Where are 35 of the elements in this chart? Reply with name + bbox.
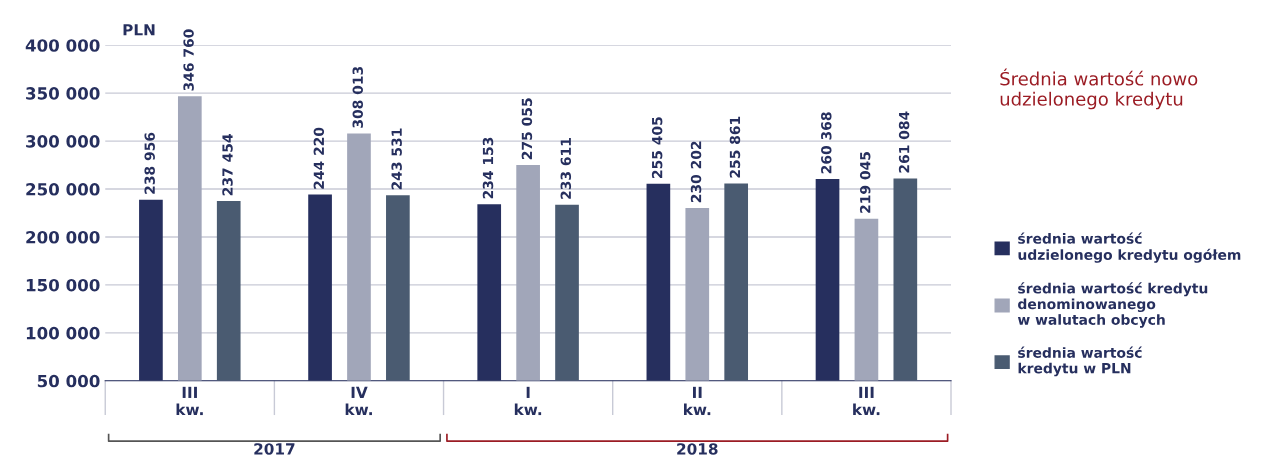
y-tick-label: 200 000: [26, 230, 100, 244]
x-tick-label: III kw.: [853, 386, 880, 416]
data-label: 238 956: [144, 132, 155, 194]
x-tick-label: II kw.: [684, 386, 711, 416]
data-label: 219 045: [859, 152, 871, 213]
x-tick-label: I kw.: [514, 386, 542, 416]
y-tick-label: 350 000: [26, 87, 100, 100]
data-label: 255 861: [729, 116, 741, 178]
data-label: 346 760: [183, 29, 194, 91]
y-tick-label: 100 000: [26, 326, 100, 340]
data-label: 230 202: [690, 141, 702, 203]
data-label: 255 405: [651, 117, 663, 178]
data-label: 260 368: [821, 112, 832, 174]
data-label: 308 013: [352, 66, 363, 128]
legend-label: średnia wartość udzielonego kredytu ogółem: [1018, 232, 1241, 263]
y-axis-title: PLN: [123, 24, 155, 36]
y-tick-label: 300 000: [26, 135, 100, 148]
y-tick-label: 50 000: [37, 374, 100, 388]
data-label: 275 055: [521, 98, 533, 160]
text: 2017: [254, 443, 295, 455]
data-label: 233 611: [560, 138, 572, 199]
data-label: 243 531: [391, 128, 402, 190]
data-label: 261 084: [898, 111, 910, 173]
data-label: 244 220: [313, 127, 325, 189]
legend-label: średnia wartość kredytu denominowanego w walutach obcych: [1017, 282, 1208, 328]
x-tick-label: IV kw.: [345, 386, 372, 416]
text: Średnia wartość nowo udzielonego kredytu: [1000, 68, 1198, 110]
legend-label: średnia wartość kredytu w PLN: [1018, 346, 1142, 377]
y-tick-label: 150 000: [26, 278, 100, 292]
y-tick-label: 400 000: [25, 39, 100, 52]
y-tick-label: 250 000: [26, 183, 100, 196]
text: 2018: [677, 443, 718, 455]
x-tick-label: III kw.: [176, 386, 203, 416]
data-label: 237 454: [222, 134, 233, 196]
data-label: 234 153: [482, 137, 494, 199]
